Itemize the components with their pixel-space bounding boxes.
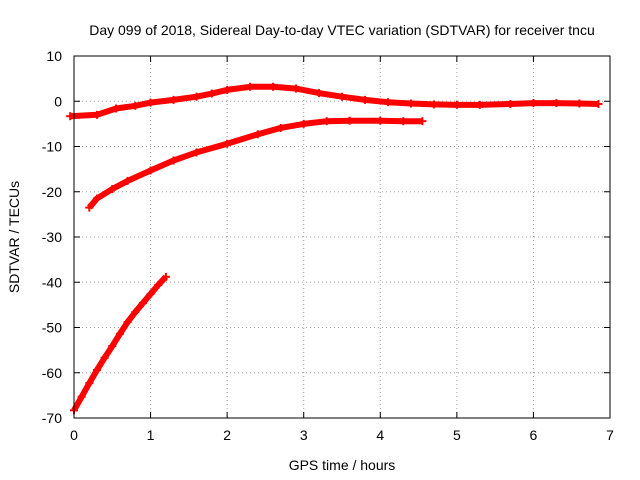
- y-tick-label: -60: [42, 365, 62, 381]
- y-tick-label: -50: [42, 320, 62, 336]
- data-point: [154, 280, 163, 289]
- y-tick-label: -40: [42, 274, 62, 290]
- data-point: [77, 392, 86, 401]
- data-point: [100, 353, 109, 362]
- data-point: [192, 92, 201, 101]
- data-point: [169, 95, 178, 104]
- data-point: [322, 117, 331, 126]
- y-tick-label: -10: [42, 139, 62, 155]
- y-tick-label: -70: [42, 410, 62, 426]
- data-point: [207, 89, 216, 98]
- data-point: [108, 342, 117, 351]
- data-point: [138, 299, 147, 308]
- x-tick-label: 0: [70, 427, 78, 443]
- x-tick-label: 6: [530, 427, 538, 443]
- data-point: [223, 139, 232, 148]
- data-point: [315, 89, 324, 98]
- x-tick-label: 3: [300, 427, 308, 443]
- data-point: [131, 101, 140, 110]
- x-tick-label: 1: [147, 427, 155, 443]
- series-arc-1-steep: [70, 272, 170, 415]
- data-point: [92, 366, 101, 375]
- y-tick-label: -30: [42, 229, 62, 245]
- data-point: [123, 318, 132, 327]
- data-point: [418, 117, 427, 126]
- data-point: [92, 194, 101, 203]
- y-tick-label: 0: [54, 93, 62, 109]
- data-point: [406, 99, 415, 108]
- data-point: [506, 99, 515, 108]
- series-layer: [66, 82, 603, 415]
- x-axis-label: GPS time / hours: [289, 457, 396, 473]
- data-point: [112, 104, 121, 113]
- series-arc-3-top: [66, 82, 603, 121]
- series-line: [71, 274, 169, 412]
- data-point: [299, 119, 308, 128]
- data-point: [92, 110, 101, 119]
- data-point: [475, 100, 484, 109]
- data-point: [146, 290, 155, 299]
- data-point: [575, 99, 584, 108]
- data-point: [253, 130, 262, 139]
- data-point: [529, 99, 538, 108]
- data-point: [269, 82, 278, 91]
- series-line: [87, 117, 423, 210]
- data-point: [338, 92, 346, 101]
- data-point: [131, 308, 140, 317]
- data-point: [169, 156, 178, 165]
- data-point: [452, 100, 461, 109]
- x-tick-label: 4: [376, 427, 384, 443]
- data-point: [376, 116, 385, 125]
- data-point: [552, 99, 561, 108]
- data-point: [383, 98, 392, 107]
- data-point: [360, 95, 369, 104]
- x-tick-label: 5: [453, 427, 461, 443]
- x-tick-label: 2: [223, 427, 231, 443]
- data-point: [108, 185, 117, 194]
- data-point: [429, 100, 438, 109]
- data-point: [594, 99, 603, 108]
- data-point: [345, 116, 354, 125]
- data-point: [276, 123, 285, 132]
- chart-title: Day 099 of 2018, Sidereal Day-to-day VTE…: [89, 22, 595, 38]
- y-tick-label: -20: [42, 184, 62, 200]
- y-tick-label: 10: [46, 48, 62, 64]
- data-point: [123, 176, 132, 185]
- ticks-layer: 0 1 2 3 4 5 6 7 10 0 -10 -20 -30 -40 -50 -60 -70: [42, 48, 614, 443]
- data-point: [399, 117, 408, 126]
- data-point: [66, 112, 75, 121]
- y-axis-label: SDTVAR / TECUs: [6, 181, 22, 293]
- data-point: [146, 166, 155, 175]
- data-point: [292, 84, 301, 93]
- grid-layer: [74, 56, 610, 418]
- data-point: [161, 272, 170, 281]
- data-point: [85, 379, 94, 388]
- data-point: [246, 82, 255, 91]
- data-point: [192, 148, 201, 157]
- data-point: [223, 85, 232, 94]
- data-point: [85, 203, 94, 212]
- x-tick-label: 7: [606, 427, 614, 443]
- data-point: [115, 329, 124, 338]
- series-arc-2-rising: [85, 116, 427, 212]
- data-point: [146, 98, 155, 107]
